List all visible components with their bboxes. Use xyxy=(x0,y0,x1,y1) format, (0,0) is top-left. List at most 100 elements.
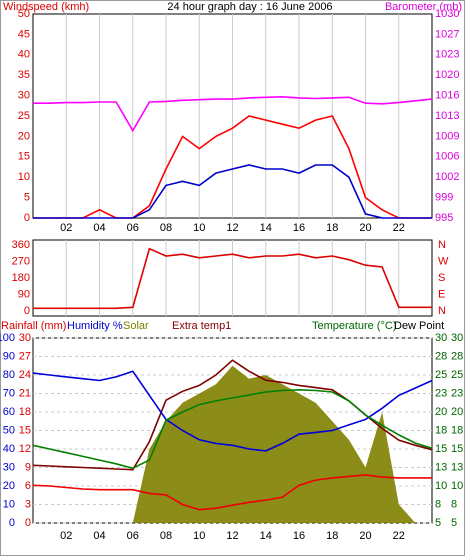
y-tick-label: 10 xyxy=(451,480,463,492)
y-tick-label: 10 xyxy=(3,498,15,510)
y-tick-label: 45 xyxy=(18,28,30,40)
line xyxy=(32,474,432,511)
y-tick-label: 20 xyxy=(3,480,15,492)
y-tick-label: 8 xyxy=(451,498,457,510)
y-tick-label: 15 xyxy=(19,424,31,436)
x-tick-label: 10 xyxy=(193,222,205,234)
y-tick-label: 60 xyxy=(3,406,15,418)
line xyxy=(32,388,433,470)
y-tick-label: 50 xyxy=(18,8,30,20)
x-tick-label: 02 xyxy=(60,222,72,234)
x-tick-label: 10 xyxy=(193,530,205,542)
y-tick-label: 12 xyxy=(19,443,31,455)
y-tick-label: 100 xyxy=(0,332,15,344)
y-tick-label: 25 xyxy=(435,369,447,381)
area xyxy=(33,365,432,523)
line xyxy=(33,115,432,219)
x-tick-label: 04 xyxy=(93,530,105,542)
y-tick-label: 18 xyxy=(451,424,463,436)
y-tick-label: 24 xyxy=(19,369,31,381)
y-tick-label: S xyxy=(438,272,445,284)
x-tick-label: 20 xyxy=(359,222,371,234)
y-tick-label: 30 xyxy=(435,332,447,344)
y-tick-label: 6 xyxy=(25,480,31,492)
chart-title: 24 hour graph day : 16 June 2006 xyxy=(167,1,332,13)
y2-axis-label: Barometer (mb) xyxy=(385,1,462,13)
y-tick-label: 8 xyxy=(435,498,441,510)
y-tick-label: 18 xyxy=(435,424,447,436)
y-tick-label: 20 xyxy=(435,406,447,418)
y-tick-label: 90 xyxy=(3,350,15,362)
x-tick-label: 12 xyxy=(226,222,238,234)
y2-axis-label: Temperature (°C) xyxy=(312,320,396,332)
y-tick-label: 0 xyxy=(9,517,15,529)
x-tick-label: 14 xyxy=(260,530,272,542)
y-tick-label: 70 xyxy=(3,387,15,399)
y-tick-label: 13 xyxy=(435,461,447,473)
y-tick-label: 0 xyxy=(25,517,31,529)
line xyxy=(32,370,433,452)
y3-axis-label: Rainfall (mm) xyxy=(1,320,66,332)
y-tick-label: 21 xyxy=(19,387,31,399)
y-tick-label: 15 xyxy=(435,443,447,455)
x-tick-label: 12 xyxy=(226,530,238,542)
y-tick-label: 18 xyxy=(19,406,31,418)
y-tick-label: 30 xyxy=(18,90,30,102)
x-tick-label: 18 xyxy=(326,222,338,234)
x-tick-label: 04 xyxy=(93,222,105,234)
y-tick-label: 30 xyxy=(19,332,31,344)
y-tick-label: 3 xyxy=(25,498,31,510)
y-tick-label: 20 xyxy=(451,406,463,418)
y-axis-label: Windspeed (kmh) xyxy=(3,1,89,13)
x-tick-label: 16 xyxy=(293,222,305,234)
x-tick-label: 06 xyxy=(127,530,139,542)
x-tick-label: 22 xyxy=(393,222,405,234)
y-tick-label: 995 xyxy=(435,212,453,224)
y-tick-label: 13 xyxy=(451,461,463,473)
y-tick-label: 50 xyxy=(3,424,15,436)
y-tick-label: 23 xyxy=(451,387,463,399)
line xyxy=(33,95,433,133)
y-tick-label: W xyxy=(438,255,449,267)
y-tick-label: 28 xyxy=(435,350,447,362)
y-tick-label: 1020 xyxy=(435,69,459,81)
y-tick-label: 1009 xyxy=(435,130,459,142)
x-tick-label: 18 xyxy=(326,530,338,542)
y-tick-label: 30 xyxy=(451,332,463,344)
y-tick-label: 360 xyxy=(12,239,30,251)
y-tick-label: 10 xyxy=(18,171,30,183)
y-tick-label: 40 xyxy=(3,443,15,455)
x-tick-label: 06 xyxy=(127,222,139,234)
x-tick-label: 02 xyxy=(60,530,72,542)
x-tick-label: 08 xyxy=(160,530,172,542)
y-tick-label: 28 xyxy=(451,350,463,362)
y-tick-label: 5 xyxy=(435,517,441,529)
y-tick-label: 1016 xyxy=(435,90,459,102)
y-tick-label: 1030 xyxy=(435,8,459,20)
x-tick-label: 14 xyxy=(260,222,272,234)
y-tick-label: 1006 xyxy=(435,151,459,163)
x-tick-label: 20 xyxy=(359,530,371,542)
y-tick-label: 1027 xyxy=(435,28,459,40)
y-tick-label: 40 xyxy=(18,49,30,61)
y-tick-label: 15 xyxy=(451,443,463,455)
y-tick-label: 180 xyxy=(12,272,30,284)
x-tick-label: 22 xyxy=(393,530,405,542)
y-tick-label: 20 xyxy=(18,130,30,142)
y-tick-label: 0 xyxy=(24,305,30,317)
y-tick-label: 10 xyxy=(435,480,447,492)
legend-entry: Solar xyxy=(123,320,149,332)
y-tick-label: 1023 xyxy=(435,49,459,61)
y-tick-label: 270 xyxy=(12,255,30,267)
legend-entry: Extra temp1 xyxy=(172,320,231,332)
y-tick-label: 25 xyxy=(451,369,463,381)
y-tick-label: 0 xyxy=(24,212,30,224)
y-tick-label: 9 xyxy=(25,461,31,473)
legend-entry: Dew Point xyxy=(394,320,444,332)
y-tick-label: 999 xyxy=(435,192,453,204)
x-tick-label: 08 xyxy=(160,222,172,234)
y-tick-label: 25 xyxy=(18,110,30,122)
line xyxy=(33,164,432,219)
y-tick-label: 80 xyxy=(3,369,15,381)
